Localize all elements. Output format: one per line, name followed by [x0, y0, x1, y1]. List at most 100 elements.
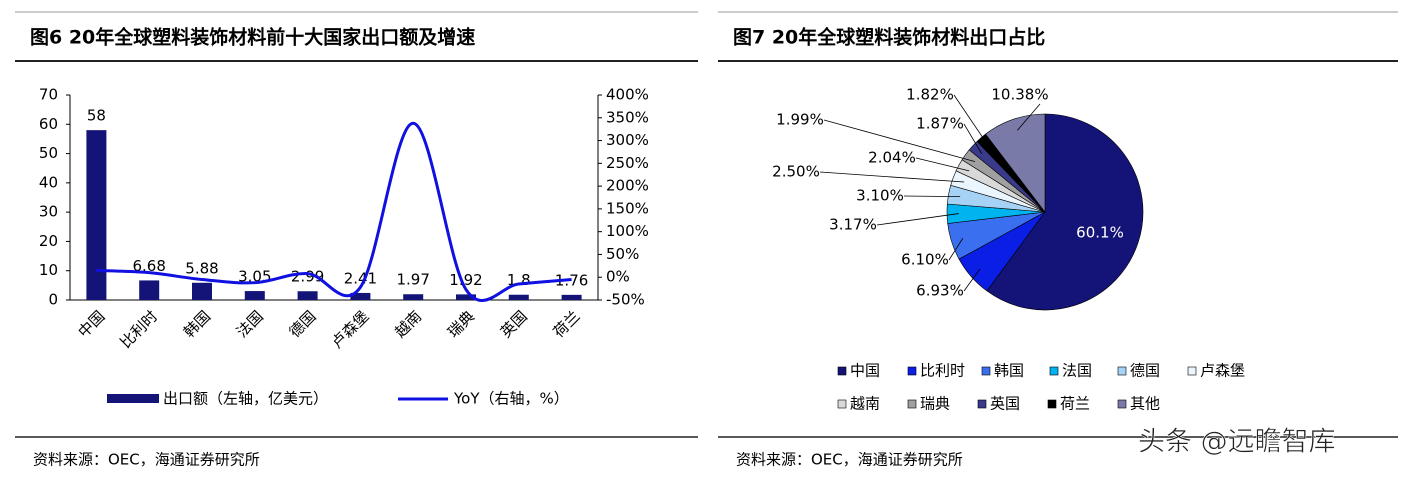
legend-label: 法国	[1062, 362, 1092, 380]
y-tick-label: 60	[39, 115, 58, 133]
value-label: 1.82%	[906, 86, 954, 104]
bar	[139, 280, 160, 300]
y2-tick-label: 300%	[606, 131, 649, 149]
pie-slice	[986, 113, 1144, 311]
leader-line	[819, 171, 965, 183]
value-label: 6.93%	[916, 282, 964, 300]
x-tick-label: 比利时	[117, 307, 162, 352]
leader-line	[963, 268, 981, 292]
x-tick-label: 越南	[391, 307, 425, 341]
legend-label: 其他	[1130, 395, 1160, 413]
legend-swatch	[1049, 366, 1059, 376]
value-label: 2.04%	[868, 149, 916, 167]
bar	[192, 282, 212, 300]
legend-swatch	[1047, 399, 1057, 409]
leader-line	[953, 94, 990, 147]
watermark: 头条 @远瞻智库	[1138, 427, 1336, 458]
y2-tick-label: 50%	[606, 245, 639, 263]
leader-line	[876, 213, 959, 226]
bar	[403, 294, 424, 300]
bar	[350, 292, 371, 300]
x-tick-label: 卢森堡	[328, 307, 373, 352]
combo-chart: 0 10 20 30 40 50 60 70 -50% 0% 50% 100% 150% 200% 250%…	[39, 86, 649, 408]
value-label: 3.10%	[856, 187, 904, 205]
leader-line	[1017, 103, 1041, 131]
line	[96, 121, 572, 302]
legend-swatch	[837, 366, 847, 376]
legend-swatch	[981, 366, 991, 376]
y2-tick-label: 400%	[606, 86, 649, 104]
value-label: 60.1%	[1076, 224, 1124, 242]
chart-title: 图7 20年全球塑料装饰材料出口占比	[733, 26, 1045, 49]
source: 资料来源：OEC，海通证券研究所	[736, 451, 963, 469]
value-label: 5.88	[185, 259, 218, 277]
value-label: 1.87%	[916, 115, 964, 133]
pie-chart: 60.1% 6.93% 6.10% 3.17% 3.10% 2.50% 2.04% 1.99%…	[772, 86, 1245, 413]
leader-line	[948, 238, 964, 261]
legend-label: 比利时	[920, 362, 965, 380]
legend-label: 卢森堡	[1200, 362, 1245, 380]
value-label: 3.17%	[829, 216, 877, 234]
y-tick-label: 70	[39, 86, 58, 104]
value-label: 6.10%	[901, 251, 949, 269]
x-tick-label: 德国	[286, 307, 320, 341]
value-label: 2.99	[291, 268, 324, 286]
value-label: 58	[87, 107, 106, 125]
pie-slice	[985, 113, 1046, 213]
legend-swatch	[1187, 366, 1197, 376]
legend-swatch	[837, 399, 847, 409]
value-label: 2.50%	[772, 163, 820, 181]
legend-label: 越南	[850, 395, 880, 413]
bar	[456, 294, 476, 300]
bar	[508, 294, 529, 300]
legend-swatch	[907, 399, 917, 409]
source: 资料来源：OEC，海通证券研究所	[33, 451, 260, 469]
legend-label: 中国	[850, 362, 880, 380]
value-label: 6.68	[132, 257, 165, 275]
x-tick-label: 英国	[497, 307, 531, 341]
legend-label: YoY（右轴，%）	[453, 390, 569, 408]
leader-line	[903, 195, 961, 198]
y-tick-label: 0	[48, 291, 58, 309]
legend-label: 英国	[990, 395, 1020, 413]
legend-swatch	[907, 366, 917, 376]
y-tick-label: 40	[39, 173, 58, 191]
x-tick-label: 中国	[74, 307, 108, 341]
y2-tick-label: -50%	[606, 291, 645, 309]
y2-tick-label: 150%	[606, 199, 649, 217]
bar	[561, 294, 582, 300]
bar	[244, 291, 265, 300]
legend-label: 德国	[1130, 362, 1160, 380]
y2-tick-label: 0%	[606, 268, 630, 286]
bar	[297, 291, 318, 300]
value-label: 1.99%	[776, 111, 824, 129]
y2-tick-label: 250%	[606, 154, 649, 172]
y-tick-label: 10	[39, 261, 58, 279]
chart-title: 图6 20年全球塑料装饰材料前十大国家出口额及增速	[30, 26, 475, 49]
value-label: 2.41	[344, 269, 377, 287]
legend-swatch	[1117, 399, 1127, 409]
leader-line	[823, 119, 976, 162]
y-tick-label: 50	[39, 144, 58, 162]
value-label: 1.92	[449, 271, 482, 289]
x-tick-label: 瑞典	[444, 307, 478, 341]
x-tick-label: 韩国	[180, 307, 214, 341]
value-label: 1.97	[396, 271, 429, 289]
value-label: 10.38%	[991, 86, 1048, 104]
y2-tick-label: 350%	[606, 108, 649, 126]
legend-swatch	[977, 399, 987, 409]
x-tick-label: 荷兰	[550, 307, 584, 341]
legend-swatch	[107, 394, 159, 403]
y2-tick-label: 100%	[606, 222, 649, 240]
y-tick-label: 30	[39, 203, 58, 221]
legend-label: 出口额（左轴，亿美元）	[163, 390, 328, 408]
y2-tick-label: 200%	[606, 177, 649, 195]
legend-label: 韩国	[994, 362, 1024, 380]
leader-line	[963, 123, 982, 154]
legend-swatch	[1117, 366, 1127, 376]
legend-label: 荷兰	[1060, 395, 1090, 413]
leader-line	[915, 157, 970, 172]
legend-label: 瑞典	[920, 395, 950, 413]
bar	[86, 130, 107, 300]
